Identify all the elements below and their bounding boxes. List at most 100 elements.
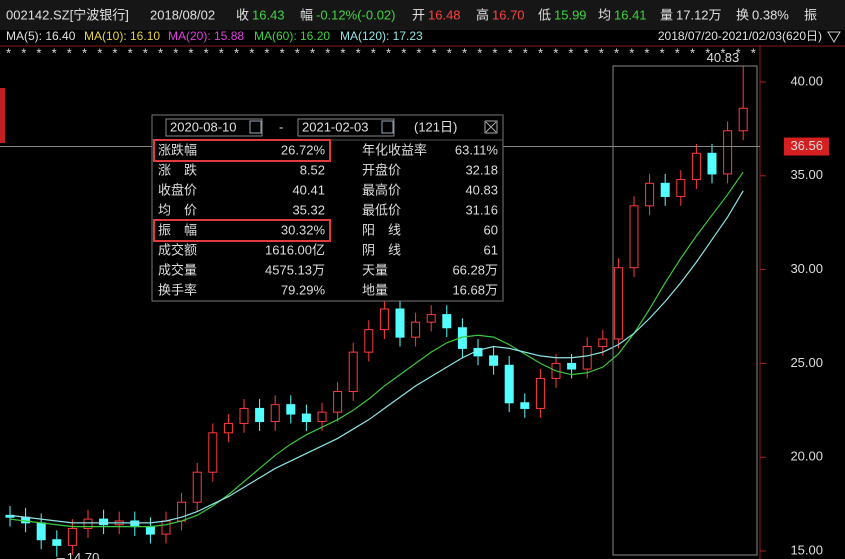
row-value: 63.11% <box>455 142 499 157</box>
value: 16.48 <box>428 7 461 22</box>
row-value: 61 <box>484 242 498 257</box>
stock: 002142.SZ[宁波银行] <box>6 7 129 22</box>
candle-body <box>317 411 327 423</box>
candle-body <box>567 362 577 370</box>
event-star: * <box>675 45 680 60</box>
side-marker <box>0 88 5 143</box>
ma-item: MA(10): 16.10 <box>84 29 160 43</box>
highlight <box>153 219 331 242</box>
row-label: 阴 线 <box>362 242 401 257</box>
event-star: * <box>720 45 725 60</box>
row-value: 35.32 <box>292 202 325 217</box>
event-star: * <box>234 45 239 60</box>
candle-body <box>161 520 171 535</box>
candle-body <box>660 182 670 197</box>
date-field[interactable] <box>165 118 263 137</box>
event-star: * <box>295 45 300 60</box>
candle-body <box>83 518 93 529</box>
event-star: * <box>36 45 41 60</box>
candle-body <box>629 205 639 269</box>
candle-body <box>582 346 592 370</box>
event-star: * <box>705 45 710 60</box>
header: 002142.SZ[宁波银行] 2018/08/02 收 16.43 幅 -0.… <box>6 7 817 22</box>
event-star: * <box>447 45 452 60</box>
calendar-icon[interactable] <box>249 120 262 134</box>
header-bar <box>0 0 845 30</box>
event-star: * <box>736 45 741 60</box>
candle-body <box>208 432 218 473</box>
event-star: * <box>325 45 330 60</box>
value: 15.99 <box>554 7 587 22</box>
candle-body <box>395 308 405 338</box>
event-star: * <box>599 45 604 60</box>
ma-legend: MA(5): 16.40 MA(10): 16.10 MA(20): 15.88… <box>6 29 841 43</box>
row-label: 阳 线 <box>362 222 401 237</box>
calendar-icon[interactable] <box>381 120 394 134</box>
event-star: * <box>644 45 649 60</box>
candle-body <box>598 338 608 348</box>
event-star: * <box>143 45 148 60</box>
candle-body <box>36 522 46 541</box>
date: 2018/08/02 <box>150 7 215 22</box>
label: 收 <box>236 7 249 22</box>
dropdown-icon[interactable] <box>827 31 841 43</box>
y-tick-label: 40.00 <box>790 73 823 88</box>
row-label: 最高价 <box>362 182 401 197</box>
row-label: 涨跌幅 <box>158 142 197 157</box>
popup: 2020-08-10 - 2021-02-03 (121日) 涨跌幅 26.72%… <box>151 114 504 302</box>
event-star: * <box>538 45 543 60</box>
y-tick-label: 30.00 <box>790 261 823 276</box>
ma-item: MA(5): 16.40 <box>6 29 76 43</box>
candle-body <box>348 351 358 393</box>
row-value: 40.41 <box>292 182 325 197</box>
event-star: * <box>523 45 528 60</box>
y-tick-label: 35.00 <box>790 167 823 182</box>
event-star: * <box>173 45 178 60</box>
date-field[interactable] <box>297 118 395 137</box>
row-label: 换手率 <box>158 282 197 297</box>
label: 量 <box>660 7 673 22</box>
event-star: * <box>492 45 497 60</box>
row-value: 32.18 <box>465 162 498 177</box>
row-value: 26.72% <box>281 142 326 157</box>
row-value: 1616.00亿 <box>265 242 325 257</box>
event-star: * <box>204 45 209 60</box>
event-star: * <box>416 45 421 60</box>
row-label: 涨 跌 <box>158 162 197 177</box>
value: 0.38% <box>752 7 789 22</box>
low-label: 14.70 <box>67 550 100 559</box>
candle-body <box>364 329 374 353</box>
row-value: 66.28万 <box>452 262 498 277</box>
row-label: 最低价 <box>362 202 401 217</box>
row-value: 4575.13万 <box>265 262 325 277</box>
row-label: 地量 <box>362 282 388 297</box>
event-star: * <box>128 45 133 60</box>
event-star: * <box>614 45 619 60</box>
label: 幅 <box>300 7 313 22</box>
event-star: * <box>6 45 11 60</box>
candle-body <box>707 152 717 175</box>
candle-body <box>738 107 748 132</box>
dash: - <box>279 119 283 134</box>
close-button[interactable] <box>484 120 498 134</box>
event-star: * <box>690 45 695 60</box>
event-star: * <box>751 45 756 60</box>
candle-body <box>520 402 530 409</box>
y-tick-label: 15.00 <box>790 542 823 557</box>
candle-body <box>645 182 655 207</box>
row-value: 31.16 <box>465 202 498 217</box>
plot: * * * * * * * * * * * * * * * * * * * * * * * * * * * * * * * * * * * * * * * *… <box>0 45 829 559</box>
value: 16.43 <box>252 7 285 22</box>
label: 开 <box>412 7 425 22</box>
selection-box <box>612 65 758 556</box>
candle-body <box>99 518 109 526</box>
candle-body <box>301 413 311 423</box>
row-value: 30.32% <box>281 222 326 237</box>
row-label: 振 幅 <box>158 222 197 237</box>
row-label: 年化收益率 <box>362 142 427 157</box>
event-star: * <box>386 45 391 60</box>
row-label: 天量 <box>362 262 388 277</box>
y-tick-label: 25.00 <box>790 355 823 370</box>
candle-body <box>613 267 623 340</box>
candle-body <box>691 152 701 181</box>
